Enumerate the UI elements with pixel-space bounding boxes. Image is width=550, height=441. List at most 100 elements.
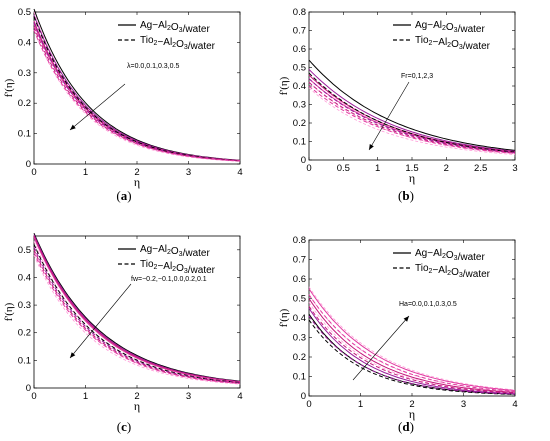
y-tick-label: 0.4 [18,272,31,283]
arrow-head [403,316,409,322]
y-tick-label: 0 [301,155,306,166]
y-tick-label: 0.4 [293,313,306,324]
y-tick-label: 0.4 [18,37,31,48]
legend-label-tio2: Tio2−Al2O3/water [415,35,491,52]
y-axis-label: f'(η) [278,76,290,95]
chart-panel-a: 0 1 2 3 4 0 0.1 0.2 0.3 0.4 0.5 Ag−Al2O3/waterTio2−… [3,7,243,203]
y-tick-label: 0.2 [293,118,306,129]
series-band-line [33,249,241,384]
series-band-line [33,255,241,385]
parameter-annotation: Fr=0,1,2,3 [401,73,433,80]
legend-box [116,17,236,47]
x-axis-label: η [409,171,415,185]
parameter-annotation: fw=−0.2,−0.1,0.0,0.2,0.1 [131,276,207,283]
series-line-tio2 [308,319,516,395]
series-line-ag [33,237,241,383]
series-line-tio2 [308,78,516,154]
series-line-tio2 [33,30,241,162]
series-line-ag [308,288,516,391]
y-tick-label: 0.2 [293,352,306,363]
arrow-head [369,144,374,150]
series-band-line [308,286,516,391]
x-tick-label: 1 [83,167,88,178]
x-tick-label: 1.5 [405,163,418,174]
y-tick-label: 0.3 [293,100,306,111]
x-tick-label: 2.5 [474,163,487,174]
series-band-line [308,302,516,394]
x-tick-label: 4 [237,167,242,178]
y-tick-label: 0.8 [293,235,306,246]
x-tick-label: 3 [186,391,191,402]
x-tick-label: 3 [461,399,466,410]
y-tick-label: 0.5 [293,294,306,305]
legend-label-ag: Ag−Al2O3/water [415,248,485,263]
legend-label-tio2: Tio2−Al2O3/water [415,263,491,280]
series-line-tio2 [308,85,516,154]
x-tick-label: 0 [306,163,311,174]
chart-panel-c: 0 1 2 3 4 0 0.1 0.2 0.3 0.4 0.5 Ag−Al2O3/waterTio2−… [3,233,243,434]
y-tick-label: 0 [301,391,306,402]
y-tick-label: 0.8 [293,7,306,18]
series-line-tio2 [308,81,516,154]
x-tick-label: 4 [512,399,517,410]
x-tick-label: 2 [134,391,139,402]
y-tick-label: 0.3 [18,68,31,79]
legend-label-ag: Ag−Al2O3/water [415,20,485,35]
y-tick-label: 0 [26,383,31,394]
y-tick-label: 0.5 [18,245,31,256]
y-tick-label: 0.2 [18,328,31,339]
series-line-ag [308,69,516,152]
parameter-arrow [352,315,410,381]
legend-label-ag: Ag−Al2O3/water [140,20,210,35]
x-tick-label: 2 [134,167,139,178]
parameter-arrow [69,283,132,359]
legend-box [391,245,511,275]
y-tick-label: 0.7 [293,255,306,266]
legend-label-tio2: Tio2−Al2O3/water [140,259,216,276]
y-tick-label: 0.1 [18,355,31,366]
series-line-ag [308,298,516,393]
x-tick-label: 0 [306,399,311,410]
y-tick-label: 0.3 [293,333,306,344]
legend-label-ag: Ag−Al2O3/water [140,244,210,259]
y-tick-label: 0.7 [293,26,306,37]
x-tick-label: 2 [444,163,449,174]
series-line-tio2 [308,294,516,392]
series-line-ag [308,308,516,395]
series-line-tio2 [308,315,516,395]
panel-caption: (c) [117,419,131,434]
y-tick-label: 0.3 [18,300,31,311]
legend-box [116,241,236,271]
series-line-tio2 [33,252,241,384]
parameter-annotation: λ=0.0,0.1,0.3,0.5 [127,63,179,70]
series-line-ag [308,59,516,151]
y-tick-label: 0.1 [293,372,306,383]
x-tick-label: 3 [186,167,191,178]
x-axis-label: η [134,175,140,189]
parameter-annotation: Ha=0.0,0.1,0.3,0.5 [399,301,457,308]
series-line-tio2 [33,249,241,384]
y-tick-label: 0.1 [293,137,306,148]
y-tick-label: 0.6 [293,274,306,285]
parameter-arrow [368,81,410,151]
arrow-head [70,124,76,130]
series-line-tio2 [308,72,516,153]
x-tick-label: 1 [358,399,363,410]
y-axis-label: f'(η) [3,302,15,321]
x-tick-label: 4 [237,391,242,402]
y-tick-label: 0.5 [293,63,306,74]
arrow-head [70,352,76,358]
y-tick-label: 0.6 [293,44,306,55]
y-tick-label: 0.5 [18,7,31,18]
y-tick-label: 0.2 [18,98,31,109]
panel-caption: (b) [398,188,414,203]
x-tick-label: 0 [31,391,36,402]
x-tick-label: 1 [83,391,88,402]
chart-panel-d: 0 1 2 3 4 0 0.1 0.2 0.3 0.4 0.5 0.6 0.7 0.8 Ag−Al2O3/w… [278,235,518,434]
x-tick-label: 3 [512,163,517,174]
panel-caption: (d) [398,419,414,434]
x-tick-label: 0 [31,167,36,178]
y-axis-label: f'(η) [3,78,15,97]
y-tick-label: 0.1 [18,129,31,140]
